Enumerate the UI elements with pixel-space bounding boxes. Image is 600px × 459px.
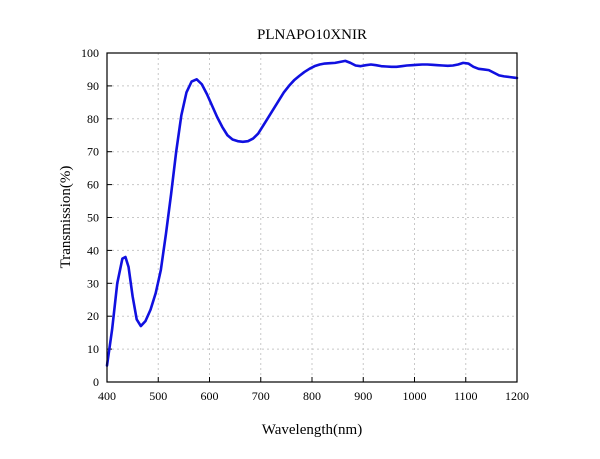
transmission-series-line [105, 59, 519, 367]
y-tick-label: 20 [87, 309, 99, 323]
series-layer [105, 59, 519, 367]
y-tick-label: 10 [87, 342, 99, 356]
x-tick-label: 500 [149, 389, 167, 403]
chart-title: PLNAPO10XNIR [257, 27, 367, 43]
x-tick-label: 600 [201, 389, 219, 403]
x-axis-label: Wavelength(nm) [262, 422, 362, 438]
x-tick-label: 1200 [505, 389, 529, 403]
y-tick-label: 0 [93, 375, 99, 389]
y-tick-label: 30 [87, 276, 99, 290]
y-tick-label: 50 [87, 211, 99, 225]
y-tick-label: 40 [87, 243, 99, 257]
y-tick-label: 60 [87, 178, 99, 192]
x-tick-label: 900 [354, 389, 372, 403]
x-tick-label: 800 [303, 389, 321, 403]
y-tick-label: 80 [87, 112, 99, 126]
tick-layer: 400 500 600 700 800 900 1000 1100 1200 0 10 20 30 40 5… [81, 46, 529, 403]
plot-frame [106, 52, 518, 383]
x-tick-label: 400 [98, 389, 116, 403]
y-axis-label: Transmission(%) [58, 166, 74, 269]
y-tick-label: 70 [87, 145, 99, 159]
grid-layer [107, 53, 517, 382]
y-tick-label: 90 [87, 79, 99, 93]
x-tick-label: 700 [252, 389, 270, 403]
y-tick-label: 100 [81, 46, 99, 60]
x-tick-label: 1000 [403, 389, 427, 403]
x-tick-label: 1100 [454, 389, 478, 403]
